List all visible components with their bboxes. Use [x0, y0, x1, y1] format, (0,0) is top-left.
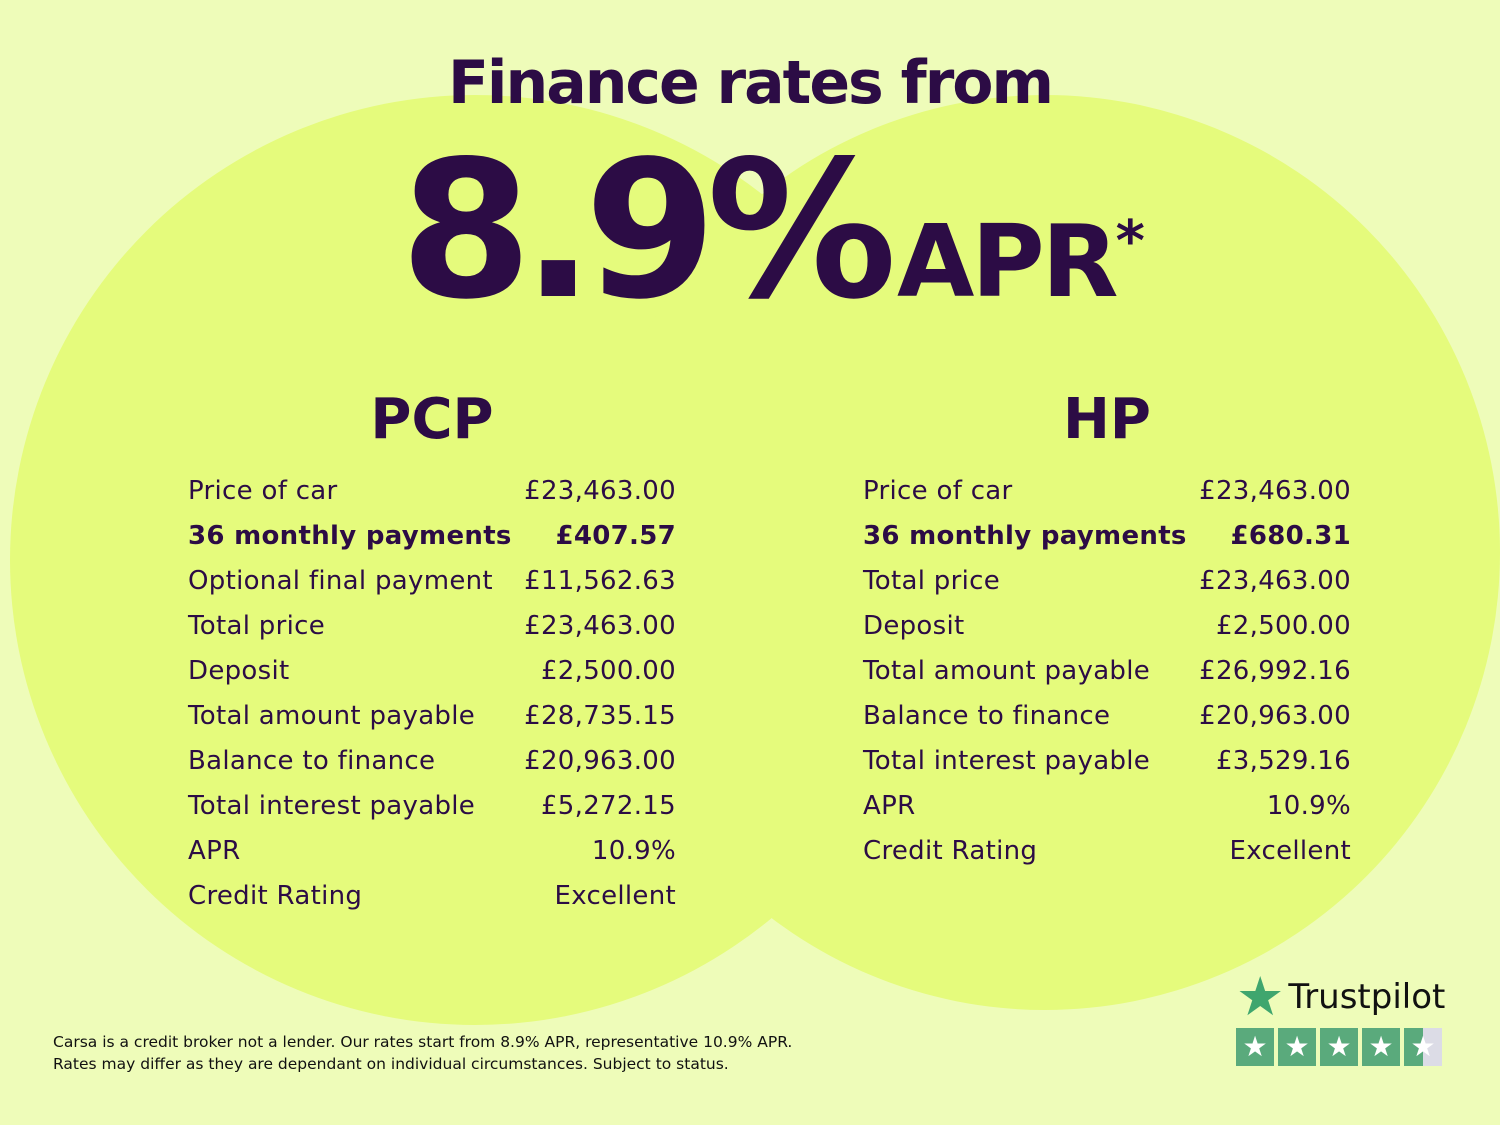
rate-suffix: APR: [896, 203, 1119, 320]
hp-title: HP: [1063, 387, 1151, 452]
row-value: £2,500.00: [1215, 611, 1351, 641]
row-value: £20,963.00: [524, 746, 676, 776]
disclaimer: Carsa is a credit broker not a lender. O…: [53, 1031, 792, 1075]
row-label: Deposit: [863, 611, 965, 641]
row-label: Total price: [188, 611, 325, 641]
row-label: Optional final payment: [188, 566, 493, 596]
trustpilot-rating: ★ ★ ★ ★ ★: [1236, 1028, 1445, 1066]
row-value: £3,529.16: [1215, 746, 1351, 776]
row-value: £23,463.00: [1199, 476, 1351, 506]
table-row: Deposit £2,500.00: [188, 649, 676, 694]
rate-value: 8.9%: [400, 120, 897, 341]
row-value: £28,735.15: [524, 701, 676, 731]
row-label: Total interest payable: [188, 791, 476, 821]
rate-display: 8.9% APR*: [400, 120, 1145, 341]
background-circle-right: [590, 95, 1500, 1010]
row-label: 36 monthly payments: [188, 521, 512, 551]
pcp-table: PCP Price of car £23,463.00 36 monthly pay…: [188, 385, 676, 919]
row-label: Total interest payable: [863, 746, 1151, 776]
table-row: Deposit £2,500.00: [863, 604, 1351, 649]
trustpilot-name: Trustpilot: [1288, 977, 1446, 1017]
row-label: APR: [188, 836, 241, 866]
table-row: Total price £23,463.00: [863, 559, 1351, 604]
table-row: Credit Rating Excellent: [863, 829, 1351, 874]
trustpilot-star-icon: ★: [1236, 965, 1285, 1028]
table-row: 36 monthly payments £407.57: [188, 514, 676, 559]
row-label: Price of car: [188, 476, 338, 506]
row-label: Deposit: [188, 656, 290, 686]
pcp-title: PCP: [370, 387, 494, 452]
disclaimer-line-1: Carsa is a credit broker not a lender. O…: [53, 1033, 793, 1051]
row-value: £26,992.16: [1199, 656, 1351, 686]
row-value: 10.9%: [1266, 791, 1351, 821]
row-value: £5,272.15: [540, 791, 676, 821]
row-label: Total amount payable: [188, 701, 476, 731]
row-value: £23,463.00: [524, 476, 676, 506]
table-row: Balance to finance £20,963.00: [188, 739, 676, 784]
table-row: Total price £23,463.00: [188, 604, 676, 649]
table-row: Total amount payable £26,992.16: [863, 649, 1351, 694]
row-value: £23,463.00: [1199, 566, 1351, 596]
row-label: Total price: [863, 566, 1000, 596]
row-value: £20,963.00: [1199, 701, 1351, 731]
row-label: Total amount payable: [863, 656, 1151, 686]
table-row: Total interest payable £5,272.15: [188, 784, 676, 829]
row-value: £407.57: [555, 521, 676, 551]
hp-table: HP Price of car £23,463.00 36 monthly paym…: [863, 385, 1351, 874]
rating-star-icon: ★: [1320, 1028, 1358, 1066]
table-row: Credit Rating Excellent: [188, 874, 676, 919]
rating-star-icon: ★: [1362, 1028, 1400, 1066]
table-row: Total interest payable £3,529.16: [863, 739, 1351, 784]
table-row: 36 monthly payments £680.31: [863, 514, 1351, 559]
headline: Finance rates from: [447, 48, 1054, 118]
rating-star-icon: ★: [1278, 1028, 1316, 1066]
table-row: APR 10.9%: [863, 784, 1351, 829]
row-label: 36 monthly payments: [863, 521, 1187, 551]
row-value: Excellent: [554, 881, 676, 911]
row-label: Price of car: [863, 476, 1013, 506]
table-row: Price of car £23,463.00: [863, 469, 1351, 514]
row-label: Balance to finance: [188, 746, 436, 776]
table-row: Balance to finance £20,963.00: [863, 694, 1351, 739]
row-label: Credit Rating: [863, 836, 1038, 866]
table-row: Total amount payable £28,735.15: [188, 694, 676, 739]
row-value: £680.31: [1230, 521, 1351, 551]
row-label: Balance to finance: [863, 701, 1111, 731]
row-value: £23,463.00: [524, 611, 676, 641]
table-row: Price of car £23,463.00: [188, 469, 676, 514]
table-row: Optional final payment £11,562.63: [188, 559, 676, 604]
row-value: £2,500.00: [540, 656, 676, 686]
row-label: APR: [863, 791, 916, 821]
rate-asterisk: *: [1115, 208, 1145, 274]
row-value: 10.9%: [591, 836, 676, 866]
row-label: Credit Rating: [188, 881, 363, 911]
row-value: Excellent: [1229, 836, 1351, 866]
row-value: £11,562.63: [524, 566, 676, 596]
disclaimer-line-2: Rates may differ as they are dependant o…: [53, 1055, 729, 1073]
rating-star-icon: ★: [1404, 1028, 1442, 1066]
trustpilot-badge[interactable]: ★ Trustpilot ★ ★ ★ ★ ★: [1236, 965, 1446, 1066]
rating-star-icon: ★: [1236, 1028, 1274, 1066]
table-row: APR 10.9%: [188, 829, 676, 874]
